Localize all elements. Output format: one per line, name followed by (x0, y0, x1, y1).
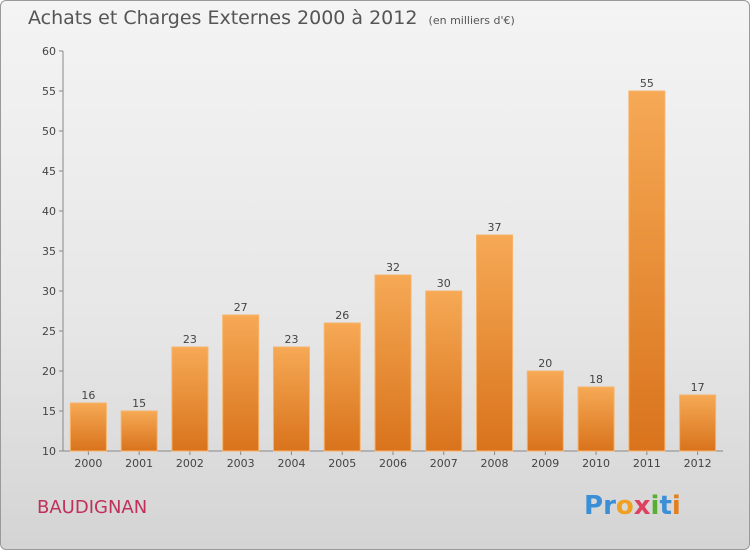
bars: 16 15 23 27 23 26 32 30 37 20 18 55 17 (69, 77, 717, 452)
x-tick-label: 2001 (125, 457, 153, 470)
x-tick-label: 2007 (430, 457, 458, 470)
y-tick-label: 30 (42, 285, 56, 298)
logo-letter: o (615, 491, 634, 521)
proxiti-logo: Proxiti (584, 491, 681, 521)
y-tick-label: 60 (42, 45, 56, 58)
bar-value-label: 20 (538, 357, 552, 370)
logo-letter: i (650, 491, 660, 521)
bar-value-label: 32 (386, 261, 400, 274)
bar (577, 386, 615, 452)
bar (628, 90, 666, 452)
bar (526, 370, 564, 452)
y-tick-label: 10 (42, 445, 56, 458)
logo-letter: r (603, 491, 616, 521)
bar-value-label: 23 (284, 333, 298, 346)
x-tick-label: 2003 (227, 457, 255, 470)
x-tick-label: 2006 (379, 457, 407, 470)
y-tick-label: 40 (42, 205, 56, 218)
bar (476, 234, 514, 452)
x-tick-label: 2000 (74, 457, 102, 470)
y-tick-label: 55 (42, 85, 56, 98)
bar-value-label: 37 (488, 221, 502, 234)
title-text: Achats et Charges Externes 2000 à 2012 (28, 7, 418, 29)
x-tick-label: 2010 (582, 457, 610, 470)
bar-value-label: 55 (640, 77, 654, 90)
bar-value-label: 16 (81, 389, 95, 402)
bar (374, 274, 412, 452)
bar (425, 290, 463, 452)
bar-value-label: 15 (132, 397, 146, 410)
x-tick-label: 2008 (481, 457, 509, 470)
x-tick-label: 2009 (531, 457, 559, 470)
logo-letter: t (659, 491, 672, 521)
x-tick-label: 2004 (277, 457, 305, 470)
logo-letter: P (584, 491, 604, 521)
logo-letter: x (633, 491, 651, 521)
bar (222, 314, 260, 452)
logo-letter: i (671, 491, 681, 521)
bar (171, 346, 209, 452)
bar-value-label: 17 (691, 381, 705, 394)
chart-title: Achats et Charges Externes 2000 à 2012 (… (28, 7, 515, 29)
bar-value-label: 26 (335, 309, 349, 322)
bar (679, 394, 717, 452)
bar-value-label: 30 (437, 277, 451, 290)
x-tick-label: 2005 (328, 457, 356, 470)
town-name: BAUDIGNAN (37, 497, 148, 518)
bar (272, 346, 310, 452)
bar (69, 402, 107, 452)
bar (323, 322, 361, 452)
x-tick-label: 2002 (176, 457, 204, 470)
bar (120, 410, 158, 452)
bar-value-label: 18 (589, 373, 603, 386)
y-tick-label: 35 (42, 245, 56, 258)
y-tick-label: 25 (42, 325, 56, 338)
bar-value-label: 27 (234, 301, 248, 314)
y-tick-label: 45 (42, 165, 56, 178)
bar-value-label: 23 (183, 333, 197, 346)
y-tick-label: 50 (42, 125, 56, 138)
y-tick-label: 20 (42, 365, 56, 378)
x-tick-label: 2011 (633, 457, 661, 470)
y-tick-label: 15 (42, 405, 56, 418)
x-tick-label: 2012 (684, 457, 712, 470)
unit-text: (en milliers d'€) (428, 14, 515, 27)
